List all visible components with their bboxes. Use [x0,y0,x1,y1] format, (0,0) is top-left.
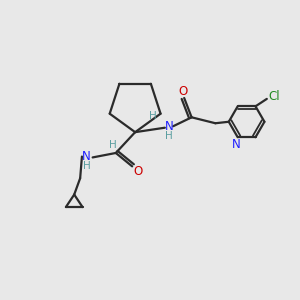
Text: H: H [165,131,173,141]
Text: H: H [149,111,157,121]
Text: N: N [232,138,241,151]
Text: O: O [178,85,187,98]
Text: Cl: Cl [268,90,280,103]
Text: N: N [82,150,91,163]
Text: H: H [109,140,117,150]
Text: H: H [83,161,91,171]
Text: N: N [165,120,173,133]
Text: O: O [134,165,143,178]
